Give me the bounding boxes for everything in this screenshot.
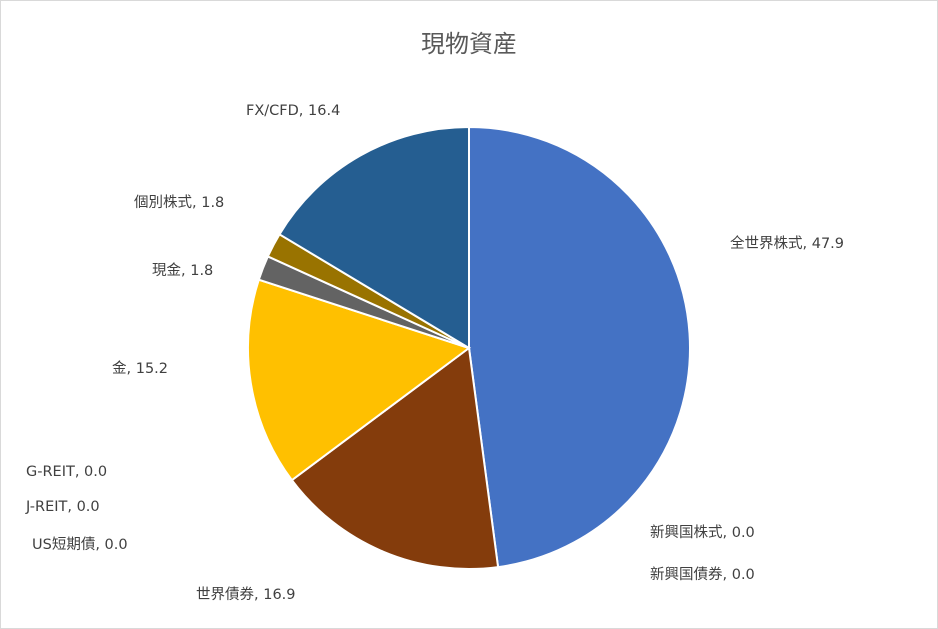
pie-slice-3 bbox=[290, 346, 500, 570]
pie-slice-0 bbox=[468, 125, 691, 569]
data-label-10: FX/CFD, 16.4 bbox=[246, 103, 340, 119]
pie-slice-7 bbox=[247, 278, 472, 482]
data-label-1: 新興国株式, 0.0 bbox=[650, 524, 755, 541]
data-label-0: 全世界株式, 47.9 bbox=[730, 234, 844, 252]
data-label-2: 新興国債券, 0.0 bbox=[650, 566, 755, 583]
data-label-6: G-REIT, 0.0 bbox=[26, 464, 107, 480]
chart-title: 現物資産 bbox=[421, 30, 517, 58]
data-label-8: 現金, 1.8 bbox=[152, 262, 213, 279]
pie-slice-10 bbox=[278, 125, 470, 350]
data-label-5: J-REIT, 0.0 bbox=[25, 499, 100, 515]
data-label-3: 世界債券, 16.9 bbox=[196, 586, 296, 603]
data-label-4: US短期債, 0.0 bbox=[32, 536, 128, 553]
data-label-9: 個別株式, 1.8 bbox=[134, 194, 224, 211]
data-label-7: 金, 15.2 bbox=[112, 360, 168, 377]
